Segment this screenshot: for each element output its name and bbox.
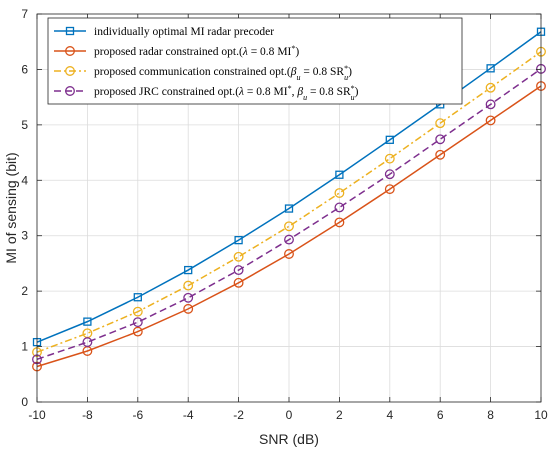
series-4-point [435, 134, 446, 145]
legend-entry-2: proposed radar constrained opt.(λ = 0.8 … [54, 44, 299, 59]
x-tick-label: 2 [336, 408, 343, 422]
series-4 [32, 63, 546, 365]
legend-entry-1: individually optimal MI radar precoder [54, 26, 274, 38]
series-4-point [132, 317, 143, 328]
series-1-point [184, 265, 193, 275]
legend-marker [65, 46, 75, 56]
series-4-point [485, 99, 496, 110]
legend-box [47, 17, 463, 105]
legend-marker [65, 66, 75, 76]
series-3-point [284, 221, 294, 232]
series-2-point [435, 149, 446, 160]
legend: individually optimal MI radar precoder pr… [47, 17, 463, 105]
series-3-point [233, 251, 244, 262]
series-3-point [384, 153, 395, 164]
series-2-point [485, 115, 496, 126]
y-tick-label: 7 [21, 7, 28, 21]
axis-ticks: -10 -8 -6 -4 -2 0 2 4 6 8 10 0 1 2 3 4 5 6 7 [21, 7, 548, 422]
series-4-point [334, 202, 345, 213]
x-tick-label: -2 [233, 408, 244, 422]
legend-marker [65, 86, 75, 96]
series-3-point [132, 306, 143, 317]
series-1-point [284, 204, 294, 213]
series-4-point [284, 234, 294, 245]
series-3-point [485, 82, 496, 93]
x-tick-label: -8 [82, 408, 93, 422]
y-tick-label: 3 [21, 229, 28, 243]
series-2-point [233, 277, 244, 288]
y-tick-label: 0 [21, 395, 28, 409]
series-2-line [36, 85, 542, 368]
series-4-point [384, 169, 395, 180]
x-tick-label: 8 [487, 408, 494, 422]
x-tick-label: -6 [132, 408, 143, 422]
legend-marker [65, 26, 75, 36]
x-tick-label: 0 [286, 408, 293, 422]
series-1-point [133, 293, 142, 302]
y-tick-label: 1 [21, 340, 28, 354]
series-1-point [385, 135, 394, 144]
series-1-point [234, 235, 243, 245]
series-4-point [233, 265, 244, 276]
series-3-point [435, 118, 446, 129]
series-3-point [183, 280, 194, 291]
series-1-point [83, 317, 92, 326]
series-2-point [334, 217, 345, 228]
series-4-line [36, 68, 542, 361]
y-tick-label: 5 [21, 118, 28, 132]
x-tick-label: 10 [534, 408, 548, 422]
plot-series [32, 27, 546, 372]
legend-entry-4: proposed JRC constrained opt.(λ = 0.8 MI… [54, 84, 359, 102]
series-2-point [183, 303, 194, 314]
series-2-point [384, 184, 395, 195]
legend-label: individually optimal MI radar precoder [94, 26, 274, 38]
y-tick-label: 6 [21, 62, 28, 76]
y-axis-label: MI of sensing (bit) [3, 152, 19, 263]
legend-label: proposed radar constrained opt.(λ = 0.8 … [94, 44, 299, 59]
x-tick-label: -10 [28, 408, 46, 422]
series-3-line [36, 51, 542, 353]
series-2-point [132, 326, 143, 337]
series-4-point [82, 337, 93, 348]
series-4-point [183, 292, 194, 303]
legend-label: proposed JRC constrained opt.(λ = 0.8 MI… [94, 84, 359, 102]
x-tick-label: 4 [386, 408, 393, 422]
series-3 [32, 46, 546, 358]
series-2-point [284, 249, 294, 259]
legend-entry-3: proposed communication constrained opt.(… [54, 64, 352, 82]
legend-label: proposed communication constrained opt.(… [94, 64, 352, 82]
series-3-point [334, 188, 345, 198]
series-1-point [335, 170, 344, 179]
x-axis-label: SNR (dB) [259, 431, 319, 447]
x-tick-label: 6 [437, 408, 444, 422]
y-tick-label: 2 [21, 284, 28, 298]
series-1-point [486, 64, 495, 73]
x-tick-label: -4 [183, 408, 194, 422]
y-tick-label: 4 [21, 173, 28, 187]
